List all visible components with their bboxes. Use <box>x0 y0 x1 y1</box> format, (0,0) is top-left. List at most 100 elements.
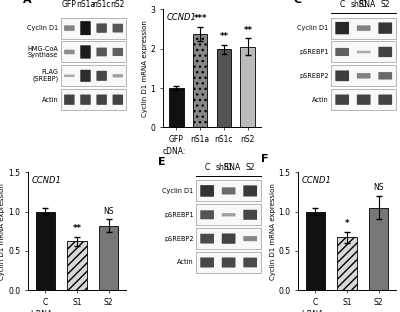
Y-axis label: Cyclin D1 mRNA expression: Cyclin D1 mRNA expression <box>142 20 148 117</box>
Text: pSREBP1: pSREBP1 <box>164 212 194 218</box>
Text: pSREBP1: pSREBP1 <box>299 49 328 55</box>
Bar <box>99 226 118 290</box>
Bar <box>196 180 261 202</box>
Text: nS2: nS2 <box>111 0 125 9</box>
Text: shRNA: shRNA <box>216 163 241 172</box>
FancyBboxPatch shape <box>243 236 257 241</box>
Bar <box>36 212 55 290</box>
Bar <box>332 89 396 110</box>
FancyBboxPatch shape <box>64 50 74 54</box>
FancyBboxPatch shape <box>64 95 74 105</box>
FancyBboxPatch shape <box>222 213 236 217</box>
Text: S2: S2 <box>380 0 390 9</box>
FancyBboxPatch shape <box>80 45 91 59</box>
FancyBboxPatch shape <box>222 257 236 267</box>
FancyBboxPatch shape <box>80 21 91 35</box>
Bar <box>337 237 357 290</box>
FancyBboxPatch shape <box>96 23 107 33</box>
Text: NS: NS <box>373 183 384 192</box>
Text: *: * <box>345 219 349 228</box>
Y-axis label: Cyclin D1 mRNA expression: Cyclin D1 mRNA expression <box>0 183 6 280</box>
Bar <box>332 41 396 62</box>
Bar <box>61 89 126 110</box>
Text: GFP: GFP <box>62 0 77 9</box>
Text: Cyclin D1: Cyclin D1 <box>162 188 194 194</box>
Text: **: ** <box>220 32 228 41</box>
FancyBboxPatch shape <box>80 70 91 82</box>
Bar <box>196 228 261 249</box>
Text: HMG-CoA
Synthase: HMG-CoA Synthase <box>28 46 58 58</box>
Text: Actin: Actin <box>312 97 328 103</box>
FancyBboxPatch shape <box>200 257 214 267</box>
FancyBboxPatch shape <box>335 95 349 105</box>
FancyBboxPatch shape <box>357 73 370 79</box>
Text: Cyclin D1: Cyclin D1 <box>27 25 58 31</box>
Text: S1: S1 <box>224 163 233 172</box>
FancyBboxPatch shape <box>200 185 214 197</box>
Bar <box>61 65 126 86</box>
Text: E: E <box>158 158 166 168</box>
FancyBboxPatch shape <box>335 71 349 81</box>
Text: Actin: Actin <box>177 260 194 266</box>
Y-axis label: Cyclin D1 mRNA expression: Cyclin D1 mRNA expression <box>270 183 276 280</box>
Text: nS1c: nS1c <box>92 0 111 9</box>
Text: NS: NS <box>103 207 114 216</box>
Text: S2: S2 <box>246 163 255 172</box>
Text: cDNA:: cDNA: <box>163 147 186 156</box>
Bar <box>169 88 184 127</box>
FancyBboxPatch shape <box>357 51 370 53</box>
FancyBboxPatch shape <box>378 95 392 105</box>
FancyBboxPatch shape <box>64 75 74 77</box>
Bar <box>240 47 255 127</box>
Text: C: C <box>204 163 210 172</box>
Text: **: ** <box>72 224 82 233</box>
FancyBboxPatch shape <box>222 187 236 194</box>
Bar <box>193 34 208 127</box>
Text: C: C <box>293 0 301 5</box>
Bar <box>196 204 261 225</box>
Text: shRNA:: shRNA: <box>298 310 326 312</box>
FancyBboxPatch shape <box>243 185 257 197</box>
FancyBboxPatch shape <box>112 74 123 77</box>
FancyBboxPatch shape <box>378 72 392 80</box>
Text: ***: *** <box>193 14 207 23</box>
Text: S1: S1 <box>359 0 368 9</box>
FancyBboxPatch shape <box>335 48 349 56</box>
Text: shRNA: shRNA <box>351 0 376 9</box>
Text: pSREBP2: pSREBP2 <box>299 73 328 79</box>
FancyBboxPatch shape <box>357 95 370 105</box>
Bar <box>332 17 396 39</box>
Text: Actin: Actin <box>42 97 58 103</box>
Text: B: B <box>126 0 134 1</box>
Text: FLAG
(SREBP): FLAG (SREBP) <box>32 69 58 82</box>
Text: pSREBP2: pSREBP2 <box>164 236 194 241</box>
Bar <box>196 252 261 273</box>
Text: Cyclin D1: Cyclin D1 <box>297 25 328 31</box>
Text: A: A <box>23 0 32 5</box>
Bar <box>67 241 87 290</box>
FancyBboxPatch shape <box>96 95 107 105</box>
Text: CCND1: CCND1 <box>167 13 197 22</box>
Bar <box>61 17 126 39</box>
Text: CCND1: CCND1 <box>32 176 62 185</box>
FancyBboxPatch shape <box>96 48 107 56</box>
FancyBboxPatch shape <box>112 24 123 32</box>
FancyBboxPatch shape <box>64 25 74 31</box>
FancyBboxPatch shape <box>222 233 236 244</box>
FancyBboxPatch shape <box>335 22 349 34</box>
Text: C: C <box>340 0 345 9</box>
Bar <box>61 41 126 62</box>
FancyBboxPatch shape <box>96 71 107 81</box>
Text: F: F <box>261 154 268 164</box>
FancyBboxPatch shape <box>378 22 392 34</box>
Bar <box>332 65 396 86</box>
Text: nS1a: nS1a <box>76 0 95 9</box>
Text: **: ** <box>243 26 252 35</box>
Bar <box>306 212 325 290</box>
Text: CCND1: CCND1 <box>302 176 332 185</box>
FancyBboxPatch shape <box>112 95 123 105</box>
Text: shRNA:: shRNA: <box>28 310 56 312</box>
FancyBboxPatch shape <box>243 210 257 220</box>
FancyBboxPatch shape <box>243 258 257 267</box>
FancyBboxPatch shape <box>200 234 214 244</box>
